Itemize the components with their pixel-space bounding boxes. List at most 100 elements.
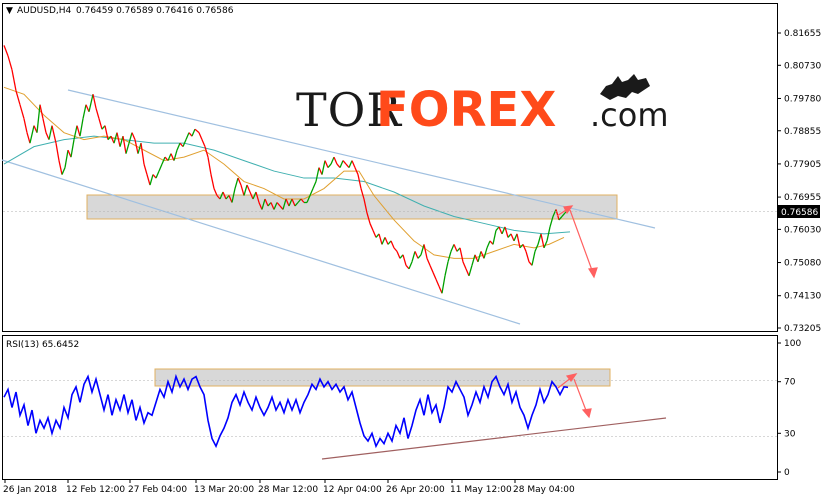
rsi-tick-label: 0 [784, 468, 790, 478]
price-segment [155, 170, 160, 179]
rsi-tick-label: 70 [784, 378, 796, 388]
price-tick-label: 0.81655 [784, 29, 821, 39]
header-arrow[interactable]: ▼ [6, 6, 13, 16]
price-segment [149, 174, 154, 186]
price-segment [194, 128, 200, 134]
price-tick-label: 0.76955 [784, 193, 821, 203]
price-segment [480, 251, 485, 259]
time-tick-label: 12 Apr 04:00 [323, 485, 382, 495]
channel-lower-line [1, 159, 521, 325]
price-tick-label: 0.74130 [784, 292, 821, 302]
price-segment [513, 233, 518, 242]
price-segment [85, 104, 90, 112]
price-segment [36, 104, 41, 133]
price-segment [291, 198, 296, 207]
price-segment [300, 198, 305, 203]
price-segment [88, 94, 94, 112]
price-segment [372, 230, 377, 238]
price-segment [219, 191, 224, 200]
price-segment [210, 174, 215, 189]
price-segment [354, 167, 359, 175]
price-segment [3, 45, 9, 57]
price-segment [321, 160, 326, 175]
price-segment [45, 132, 50, 140]
price-segment [540, 233, 545, 249]
price-segment [504, 226, 509, 238]
price-segment [107, 135, 112, 141]
price-segment [173, 149, 178, 161]
price-segment [92, 94, 97, 109]
price-segment [408, 261, 413, 270]
price-segment [522, 244, 527, 252]
price-segment [240, 184, 245, 196]
price-segment [252, 191, 257, 200]
price-segment [246, 184, 251, 193]
price-segment [79, 118, 84, 137]
price-segment [170, 153, 175, 161]
price-segment [348, 160, 353, 168]
price-segment [471, 254, 476, 266]
price-segment [267, 202, 272, 207]
rsi-tick-label: 30 [784, 429, 796, 439]
current-price-value: 0.76586 [781, 208, 818, 218]
price-segment [82, 104, 87, 119]
time-tick-label: 12 Feb 12:00 [66, 485, 125, 495]
price-segment [474, 254, 479, 263]
price-segment [360, 188, 365, 200]
price-segment [534, 244, 539, 252]
price-segment [146, 174, 151, 186]
price-segment [462, 261, 467, 270]
price-segment [116, 132, 121, 147]
price-segment [201, 139, 206, 147]
price-segment [67, 149, 72, 158]
price-segment [39, 104, 44, 119]
price-segment [261, 198, 266, 210]
price-segment [351, 160, 356, 168]
price-segment [387, 240, 392, 245]
price-segment [483, 247, 488, 259]
price-tick-label: 0.78855 [784, 127, 821, 137]
price-segment [495, 226, 500, 231]
price-segment [137, 142, 142, 154]
price-segment [19, 104, 25, 119]
price-segment [396, 251, 401, 259]
price-segment [231, 188, 236, 203]
price-segment [543, 240, 548, 249]
price-segment [285, 198, 290, 207]
price-segment [179, 142, 184, 148]
time-tick-label: 13 Mar 20:00 [194, 485, 254, 495]
price-segment [23, 118, 28, 133]
price-segment [249, 191, 254, 200]
price-segment [414, 251, 419, 259]
price-segment [459, 247, 464, 262]
price-segment [204, 146, 209, 158]
price-segment [438, 286, 443, 294]
price-segment [131, 132, 136, 140]
price-segment [519, 243, 524, 249]
rsi-line [3, 373, 569, 449]
price-segment [70, 139, 75, 158]
price-segment [255, 191, 260, 203]
price-segment [417, 254, 422, 259]
price-segment [363, 198, 368, 214]
price-segment [176, 142, 181, 151]
rsi-overbought-zone [154, 368, 611, 387]
price-segment [552, 209, 557, 217]
price-segment [297, 198, 302, 203]
price-segment [207, 156, 212, 175]
price-segment [164, 156, 169, 162]
price-segment [15, 90, 21, 105]
price-segment [312, 181, 317, 189]
price-segment [234, 177, 239, 189]
price-segment [516, 233, 521, 249]
price-segment [432, 272, 437, 280]
price-segment [465, 268, 470, 277]
price-segment [435, 279, 440, 287]
price-segment [330, 156, 335, 165]
price-segment [477, 251, 482, 263]
rsi-path [3, 373, 569, 449]
ma-fast-path [3, 86, 565, 259]
price-segment [128, 132, 133, 144]
price-segment [276, 202, 281, 207]
